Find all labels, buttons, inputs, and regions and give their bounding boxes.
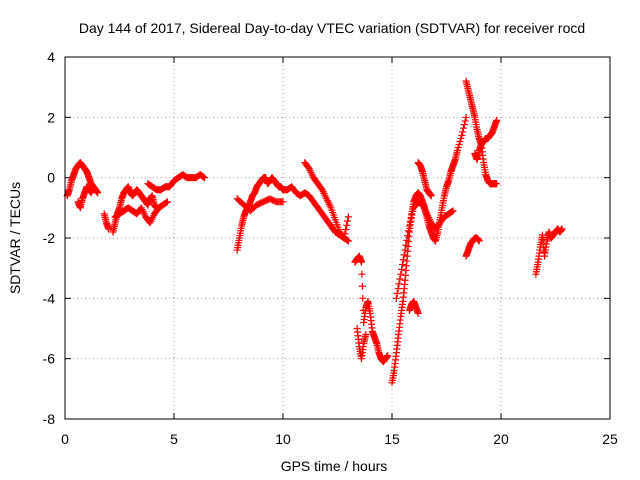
data-point-plus xyxy=(493,116,501,124)
data-point-plus xyxy=(449,207,457,215)
data-point-plus xyxy=(401,246,409,254)
series-trace-n xyxy=(405,297,422,317)
data-point-plus xyxy=(397,270,405,278)
series-trace-s xyxy=(532,225,566,278)
data-point-plus xyxy=(458,131,466,139)
series-trace-q xyxy=(471,140,501,188)
y-axis-label: SDTVAR / TECUs xyxy=(7,182,23,294)
y-tick-label: 2 xyxy=(47,109,55,125)
data-point-plus xyxy=(407,215,415,223)
data-points xyxy=(63,77,566,387)
x-tick-label: 20 xyxy=(493,431,509,447)
y-tick-label: 0 xyxy=(47,170,55,186)
data-point-plus xyxy=(344,213,352,221)
data-point-plus xyxy=(404,232,412,240)
y-tick-label: -2 xyxy=(43,230,56,246)
y-tick-label: -4 xyxy=(43,290,56,306)
series-trace-l xyxy=(388,113,470,387)
data-point-plus xyxy=(475,237,483,245)
x-tick-labels: 0 5 10 15 20 25 xyxy=(61,431,618,447)
data-point-plus xyxy=(94,189,102,197)
x-axis-label: GPS time / hours xyxy=(281,458,388,474)
x-tick-label: 5 xyxy=(170,431,178,447)
data-point-plus xyxy=(402,241,410,249)
data-point-plus xyxy=(398,261,406,269)
data-point-plus xyxy=(392,294,400,302)
data-point-plus xyxy=(409,207,417,215)
data-point-plus xyxy=(358,270,366,278)
series-trace-d xyxy=(109,183,161,236)
x-tick-label: 15 xyxy=(384,431,400,447)
series-trace-b xyxy=(74,183,102,212)
series-trace-p xyxy=(462,77,501,148)
data-point-plus xyxy=(362,331,370,339)
data-point-plus xyxy=(493,180,501,188)
series-trace-h xyxy=(233,195,287,215)
grid xyxy=(65,57,610,419)
data-point-plus xyxy=(399,256,407,264)
data-point-plus xyxy=(394,285,402,293)
data-point-plus xyxy=(344,237,352,245)
data-point-plus xyxy=(455,140,463,148)
data-point-plus xyxy=(408,211,416,219)
data-point-plus xyxy=(453,147,461,155)
data-point-plus xyxy=(357,258,365,266)
y-tick-labels: -8 -6 -4 -2 0 2 4 xyxy=(43,49,56,427)
data-point-plus xyxy=(279,198,287,206)
data-point-plus xyxy=(462,113,470,121)
data-point-plus xyxy=(427,192,435,200)
series-trace-a xyxy=(63,159,100,200)
data-point-plus xyxy=(163,198,171,206)
series-trace-j xyxy=(351,252,392,366)
data-point-plus xyxy=(359,294,367,302)
data-point-plus xyxy=(201,174,209,182)
data-point-plus xyxy=(414,309,422,317)
data-point-plus xyxy=(460,121,468,129)
data-point-plus xyxy=(456,137,464,145)
data-point-plus xyxy=(384,352,392,360)
data-point-plus xyxy=(461,117,469,125)
y-tick-label: 4 xyxy=(47,49,55,65)
series-trace-o xyxy=(414,159,435,200)
data-point-plus xyxy=(405,222,413,230)
plot-frame xyxy=(64,56,611,420)
data-point-plus xyxy=(400,251,408,259)
x-tick-label: 25 xyxy=(602,431,618,447)
data-point-plus xyxy=(395,280,403,288)
data-point-plus xyxy=(558,225,566,233)
data-point-plus xyxy=(200,173,208,181)
data-point-plus xyxy=(396,275,404,283)
data-point-plus xyxy=(340,234,348,242)
data-point-plus xyxy=(448,207,456,215)
data-point-plus xyxy=(406,218,414,226)
data-point-plus xyxy=(405,227,413,235)
data-point-plus xyxy=(393,290,401,298)
series-trace-e xyxy=(111,198,171,227)
data-point-plus xyxy=(163,198,171,206)
data-point-plus xyxy=(459,128,467,136)
x-tick-label: 10 xyxy=(275,431,291,447)
data-point-plus xyxy=(105,225,113,233)
series-trace-r xyxy=(462,234,483,260)
data-point-plus xyxy=(454,144,462,151)
data-point-plus xyxy=(341,230,349,238)
chart-title: Day 144 of 2017, Sidereal Day-to-day VTE… xyxy=(79,20,585,36)
y-tick-label: -6 xyxy=(43,351,56,367)
data-point-plus xyxy=(398,265,406,273)
series-trace-i xyxy=(301,159,352,242)
series-trace-m xyxy=(392,198,457,302)
y-tick-label: -8 xyxy=(43,411,56,427)
series-trace-c xyxy=(100,210,113,233)
data-point-plus xyxy=(457,134,465,142)
data-point-plus xyxy=(403,236,411,244)
series-trace-f xyxy=(144,171,209,194)
data-point-plus xyxy=(342,226,350,234)
data-point-plus xyxy=(343,221,351,229)
data-point-plus xyxy=(344,217,352,225)
data-point-plus xyxy=(358,282,366,290)
x-tick-label: 0 xyxy=(61,431,69,447)
series-trace-k xyxy=(353,325,370,363)
data-point-plus xyxy=(460,124,468,132)
